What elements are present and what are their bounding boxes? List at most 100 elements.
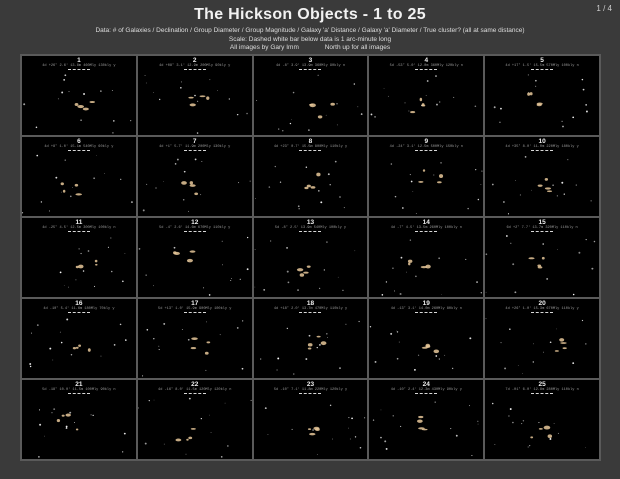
star [246, 236, 249, 239]
panel-number: 22 [191, 381, 199, 388]
galaxy [60, 182, 64, 186]
star [353, 83, 355, 85]
star-field [370, 75, 477, 118]
galaxy [527, 92, 531, 96]
panel-number: 13 [306, 219, 315, 226]
star [347, 427, 349, 429]
scale-bar [299, 69, 322, 70]
star [532, 361, 535, 363]
star [100, 90, 102, 93]
star [110, 237, 112, 239]
star [522, 420, 525, 422]
star [533, 343, 535, 345]
star [406, 271, 408, 273]
panel-number: 1 [77, 57, 81, 64]
star [137, 407, 139, 409]
galaxy [308, 432, 316, 436]
star [104, 173, 105, 175]
panel-data: 5d -10° 7.1' 11.8m 220Mly 120kly y [273, 388, 348, 392]
star [209, 79, 211, 81]
galaxy-panel: 19 4d -13° 3.1' 14.0m 260Mly 80kly n [369, 299, 484, 378]
star [210, 432, 212, 433]
star [43, 435, 45, 437]
galaxy [189, 250, 196, 253]
star [289, 122, 291, 125]
galaxy-panel: 3 4d -8° 3.9' 13.9m 360Mly 90kly n [253, 56, 368, 135]
star-field [259, 320, 360, 375]
star [593, 240, 596, 243]
star [531, 189, 533, 191]
star [474, 105, 477, 108]
star [221, 240, 223, 242]
scale-bar [531, 69, 554, 70]
galaxy [408, 259, 413, 263]
star [304, 358, 307, 361]
star [199, 194, 201, 196]
star [142, 209, 145, 212]
galaxy [422, 428, 428, 431]
galaxy [204, 351, 209, 355]
scale-bar [415, 231, 438, 232]
star [404, 102, 406, 104]
star [287, 281, 289, 284]
star [179, 86, 182, 89]
star [80, 252, 82, 255]
galaxy [74, 102, 79, 106]
scale-bar [299, 312, 322, 313]
star [208, 294, 211, 296]
star [356, 106, 358, 108]
galaxy [190, 427, 196, 430]
star [52, 359, 54, 361]
star [277, 128, 279, 130]
star [220, 455, 223, 458]
star [38, 456, 40, 458]
star [508, 415, 510, 417]
star [51, 412, 53, 414]
star-field [142, 158, 251, 212]
galaxy [554, 350, 560, 352]
star [402, 207, 405, 209]
star [469, 337, 472, 340]
star [311, 429, 314, 431]
star [492, 402, 494, 405]
star [521, 423, 523, 425]
panel-data: 4d +26° 2.6' 13.8m 460Mly 130kly y [42, 64, 116, 68]
galaxy [95, 263, 98, 266]
galaxy [191, 337, 198, 340]
panel-data: 5d -53° 5.0' 12.0m 360Mly 120kly n [389, 64, 463, 68]
galaxy-panel: 10 4d +35° 8.0' 11.0m 220Mly 180kly y [485, 137, 599, 216]
panel-data: 5d -4° 2.6' 14.6m 670Mly 110kly y [159, 226, 231, 230]
star [145, 82, 147, 84]
star [567, 159, 569, 161]
galaxy [423, 169, 426, 172]
panel-number: 2 [192, 57, 197, 64]
star [200, 418, 202, 420]
star-field [485, 318, 587, 374]
star [556, 328, 557, 330]
star-field [29, 318, 127, 368]
star [219, 334, 221, 336]
star [529, 445, 531, 447]
star [237, 182, 239, 184]
galaxy [410, 111, 416, 114]
galaxy-panel: 24 4d -10° 2.4' 12.3m 430Mly 90kly y [369, 380, 484, 459]
star [48, 210, 50, 212]
galaxy-panel: 16 4d -10° 5.4' 11.6m 180Mly 70kly y [22, 299, 136, 378]
star [410, 239, 412, 241]
star [196, 100, 198, 102]
star [254, 286, 255, 288]
star [435, 75, 438, 77]
star [512, 263, 515, 266]
star [557, 249, 559, 250]
star [335, 103, 338, 105]
star [386, 281, 388, 283]
star [181, 328, 183, 330]
panel-number: 21 [75, 381, 83, 388]
star [400, 256, 403, 259]
star [561, 181, 564, 184]
star [578, 251, 581, 254]
star-field [264, 404, 365, 455]
star [508, 213, 510, 215]
star [205, 369, 207, 371]
star [60, 191, 62, 193]
